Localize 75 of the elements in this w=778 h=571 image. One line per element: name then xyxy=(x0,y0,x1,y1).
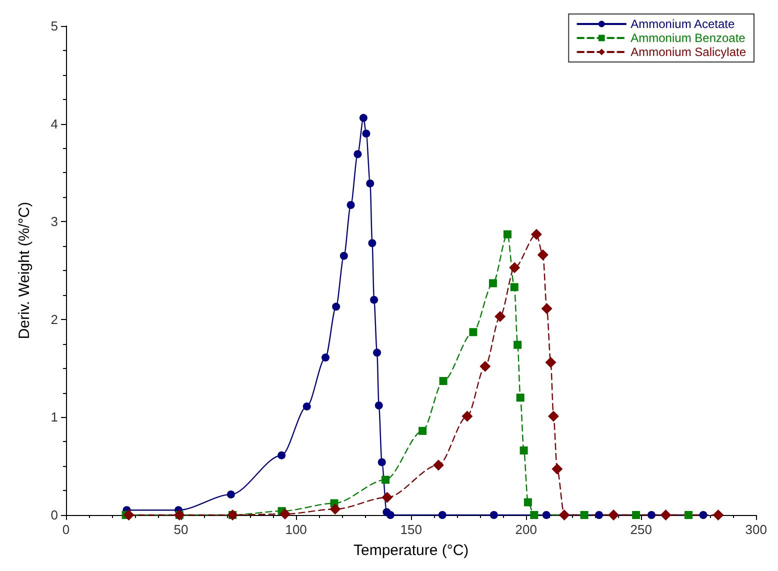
point xyxy=(366,179,374,188)
point xyxy=(516,394,524,402)
point xyxy=(368,239,376,248)
point xyxy=(509,262,520,274)
point xyxy=(382,492,393,503)
y-tick-label: 5 xyxy=(50,18,58,34)
point xyxy=(684,511,693,519)
y-tick-label: 4 xyxy=(50,116,58,132)
point xyxy=(608,510,620,520)
point xyxy=(418,426,427,435)
point xyxy=(480,360,491,372)
point xyxy=(280,508,291,520)
point xyxy=(490,511,498,519)
point xyxy=(374,401,383,410)
point xyxy=(632,511,640,519)
point xyxy=(362,130,370,138)
point xyxy=(647,511,656,519)
point xyxy=(537,249,548,260)
point xyxy=(469,328,478,336)
point xyxy=(545,356,556,368)
point xyxy=(382,476,390,484)
point xyxy=(302,402,311,410)
point xyxy=(346,200,355,209)
x-tick-label: 100 xyxy=(285,522,307,537)
point xyxy=(510,283,518,292)
point xyxy=(462,410,473,422)
point xyxy=(580,511,588,519)
point xyxy=(541,303,552,314)
point xyxy=(354,150,362,158)
x-tick-label: 50 xyxy=(174,522,188,537)
point xyxy=(524,498,532,506)
point xyxy=(503,230,512,238)
point xyxy=(278,451,286,460)
point xyxy=(542,511,550,519)
point xyxy=(332,302,340,311)
point xyxy=(520,446,528,454)
x-tick-label: 300 xyxy=(745,522,768,537)
point xyxy=(226,490,235,498)
point xyxy=(330,504,341,515)
y-tick-label: 2 xyxy=(50,312,58,327)
point xyxy=(552,464,563,475)
point xyxy=(488,279,497,288)
point xyxy=(322,354,330,362)
legend-label: Ammonium Salicylate xyxy=(630,45,746,59)
point xyxy=(494,310,506,322)
point xyxy=(595,511,604,519)
y-tick-label: 0 xyxy=(50,508,58,522)
x-tick-label: 250 xyxy=(630,522,652,537)
point xyxy=(123,510,134,520)
x-tick-label: 0 xyxy=(62,522,70,537)
point xyxy=(359,114,368,122)
point xyxy=(370,296,378,304)
point xyxy=(530,511,538,519)
point xyxy=(386,511,394,519)
point xyxy=(378,458,386,466)
point xyxy=(439,377,448,386)
x-tick-label: 150 xyxy=(400,522,422,537)
point xyxy=(438,511,446,519)
point xyxy=(432,460,444,471)
y-axis-title: Deriv. Weight (%/°C) xyxy=(16,202,33,340)
point xyxy=(558,510,570,520)
point xyxy=(699,511,708,519)
point xyxy=(712,510,724,520)
point xyxy=(373,348,382,357)
legend-label: Ammonium Acetate xyxy=(630,17,735,31)
x-axis-title: Temperature (°C) xyxy=(353,542,469,559)
y-tick-label: 3 xyxy=(50,214,58,230)
x-tick-label: 200 xyxy=(515,522,537,537)
y-tick-label: 1 xyxy=(50,410,58,425)
point xyxy=(660,510,672,520)
point xyxy=(548,410,559,422)
legend-label: Ammonium Benzoate xyxy=(630,31,746,45)
point xyxy=(514,340,522,349)
point xyxy=(340,252,348,260)
point xyxy=(530,228,542,240)
